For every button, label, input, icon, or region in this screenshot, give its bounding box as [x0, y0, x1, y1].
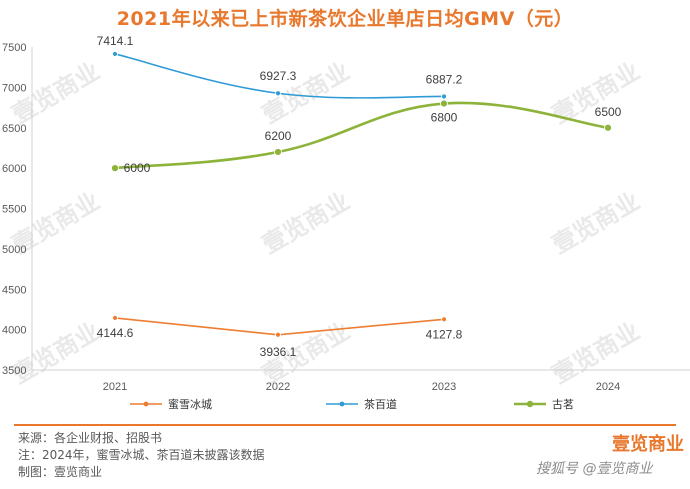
- legend-label: 古茗: [552, 398, 574, 411]
- x-tick-label: 2021: [103, 381, 127, 393]
- x-tick-label: 2024: [596, 381, 620, 393]
- data-label: 6887.2: [426, 72, 463, 86]
- y-tick-label: 7500: [2, 42, 26, 54]
- data-label: 6000: [124, 161, 151, 175]
- data-label: 4127.8: [426, 327, 463, 341]
- data-label: 6927.3: [260, 69, 297, 83]
- data-point: [604, 123, 612, 132]
- series-line-0: [114, 317, 445, 336]
- y-tick-label: 7000: [2, 82, 26, 94]
- chart-title: 2021年以来已上市新茶饮企业单店日均GMV（元）: [116, 8, 574, 30]
- watermark-5: 壹览商业: [547, 187, 644, 259]
- data-label: 3936.1: [260, 345, 297, 359]
- data-label: 6800: [431, 111, 458, 125]
- y-tick-label: 6500: [2, 123, 26, 135]
- platform-watermark: 搜狐号 @壹览商业: [536, 461, 653, 477]
- footer-divider: [14, 424, 676, 426]
- y-tick-label: 5500: [2, 204, 26, 216]
- data-label: 7414.1: [97, 34, 134, 48]
- series-line-2: [114, 101, 609, 170]
- y-tick-label: 3500: [2, 365, 26, 377]
- data-point: [440, 99, 448, 108]
- data-labels: 4144.6 3936.1 4127.8 7414.1 6927.3 6887.2 6000…: [97, 34, 622, 359]
- series-layer: [111, 51, 612, 338]
- legend-marker: [526, 400, 534, 408]
- source-note: 来源：各企业财报、招股书: [18, 431, 163, 445]
- data-point: [275, 90, 281, 97]
- data-label: 6500: [595, 105, 622, 119]
- chart-legend: 蜜雪冰城 茶百道 古茗: [130, 397, 574, 411]
- watermark-4: 壹览商业: [257, 187, 354, 259]
- watermark-8: 壹览商业: [547, 317, 644, 389]
- y-tick-label: 5000: [2, 244, 26, 256]
- legend-label: 蜜雪冰城: [168, 397, 212, 411]
- data-label: 4144.6: [97, 326, 134, 340]
- chart-axes: 3500 4000 4500 5000 5500 6000 6500 7000 7500 2021…: [2, 42, 690, 393]
- y-tick-label: 4500: [2, 284, 26, 296]
- y-tick-label: 4000: [2, 325, 26, 337]
- legend-marker: [339, 401, 345, 407]
- data-label: 6200: [265, 129, 292, 143]
- data-point: [111, 164, 119, 173]
- y-tick-label: 6000: [2, 163, 26, 175]
- footer-notes: 来源：各企业财报、招股书 注：2024年，蜜雪冰城、茶百道未披露该数据 制图：壹…: [18, 430, 265, 481]
- data-point: [441, 93, 447, 100]
- x-tick-label: 2023: [432, 381, 456, 393]
- data-point: [441, 316, 447, 323]
- data-point: [112, 315, 118, 321]
- disclosure-note: 注：2024年，蜜雪冰城、茶百道未披露该数据: [18, 448, 265, 462]
- legend-marker: [143, 401, 149, 407]
- x-tick-label: 2022: [266, 381, 290, 393]
- data-point: [274, 148, 282, 156]
- brand-logo: 壹览商业: [612, 434, 684, 455]
- maker-note: 制图：壹览商业: [18, 465, 103, 479]
- data-point: [112, 51, 118, 57]
- data-point: [275, 331, 281, 338]
- legend-label: 茶百道: [364, 397, 397, 411]
